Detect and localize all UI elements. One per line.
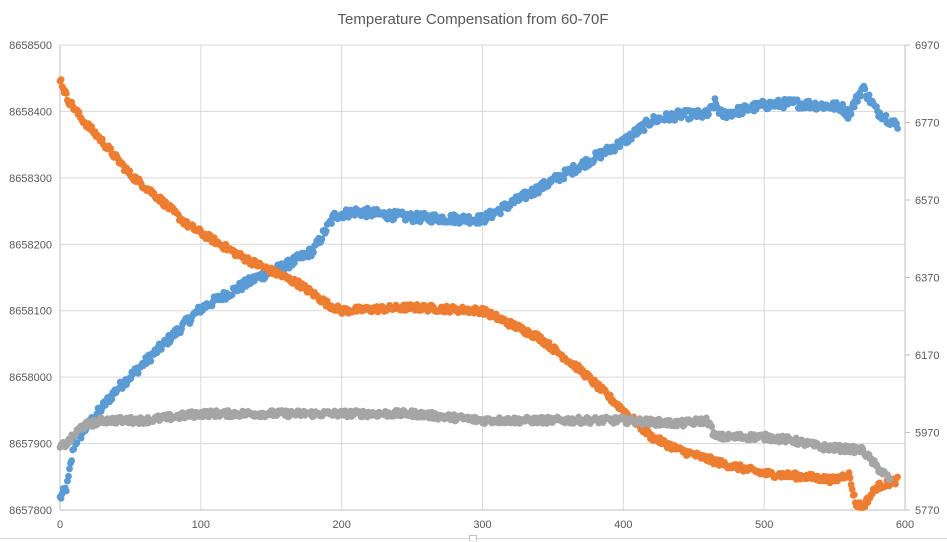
series-3 (56, 407, 894, 483)
data-point (861, 85, 869, 93)
data-point (62, 90, 70, 97)
data-point (635, 128, 643, 136)
y2-tick-label: 6570 (915, 195, 939, 207)
y-tick-label: 8657900 (9, 439, 52, 451)
data-point (894, 125, 901, 132)
x-tick-label: 500 (755, 519, 773, 531)
data-point (62, 487, 70, 495)
data-point (640, 127, 648, 134)
y2-tick-label: 6170 (915, 350, 939, 362)
y-tick-label: 8658500 (9, 40, 52, 52)
data-point (839, 100, 847, 108)
y-tick-label: 8658000 (9, 372, 52, 384)
y2-tick-label: 6370 (915, 273, 939, 285)
data-point (65, 472, 72, 480)
x-tick-label: 200 (332, 519, 350, 531)
data-point (75, 108, 83, 116)
y-tick-label: 8658400 (9, 106, 52, 118)
data-point (846, 474, 854, 482)
data-point (882, 112, 890, 119)
y2-tick-label: 6770 (915, 118, 939, 130)
x-tick-label: 300 (473, 519, 491, 531)
x-axis-ticks: 0 100 200 300 400 500 600 (57, 519, 914, 531)
data-point (847, 110, 855, 118)
y-axis-ticks: 8657800 8657900 8658000 8658100 8658200 86583… (9, 40, 52, 517)
x-tick-label: 100 (192, 519, 210, 531)
data-point (865, 91, 873, 99)
x-tick-label: 0 (57, 519, 63, 531)
data-point (886, 475, 894, 483)
data-point (738, 110, 746, 118)
data-point (98, 135, 106, 143)
data-point (850, 491, 858, 499)
data-point (705, 110, 712, 118)
data-point (88, 123, 96, 130)
data-point (892, 480, 899, 488)
data-point (67, 438, 74, 445)
data-point (328, 220, 335, 227)
data-point (57, 76, 65, 83)
data-point (857, 92, 864, 100)
data-point (126, 167, 134, 175)
y-tick-label: 8657800 (9, 505, 52, 517)
y2-axis-ticks: 5770 5970 6170 6370 6570 6770 6970 (905, 40, 939, 517)
chart-title: Temperature Compensation from 60-70F (338, 11, 609, 28)
y2-tick-label: 5770 (915, 505, 939, 517)
data-point (107, 145, 115, 152)
data-point (854, 98, 861, 105)
data-point (108, 395, 116, 403)
data-point (73, 439, 81, 447)
data-point (68, 457, 75, 464)
data-point (850, 103, 858, 111)
data-point (66, 465, 73, 473)
data-point (228, 291, 236, 299)
y-tick-label: 8658200 (9, 239, 52, 251)
resize-handle[interactable] (469, 535, 477, 541)
data-point (848, 485, 856, 493)
data-point (497, 210, 504, 218)
y2-tick-label: 5970 (915, 428, 939, 440)
data-point (318, 235, 326, 243)
data-point (147, 357, 155, 365)
x-tick-label: 600 (896, 519, 914, 531)
series-2 (56, 76, 901, 512)
data-point (310, 248, 317, 256)
y2-tick-label: 6970 (915, 40, 939, 52)
series-1 (56, 82, 901, 502)
data-point (894, 473, 901, 481)
y-tick-label: 8658300 (9, 173, 52, 185)
data-point (708, 423, 716, 430)
x-tick-label: 400 (614, 519, 632, 531)
data-point (845, 469, 853, 477)
data-point (322, 227, 330, 235)
data-point (134, 369, 142, 377)
data-points (56, 76, 901, 512)
y-tick-label: 8658100 (9, 306, 52, 318)
data-point (560, 175, 568, 183)
